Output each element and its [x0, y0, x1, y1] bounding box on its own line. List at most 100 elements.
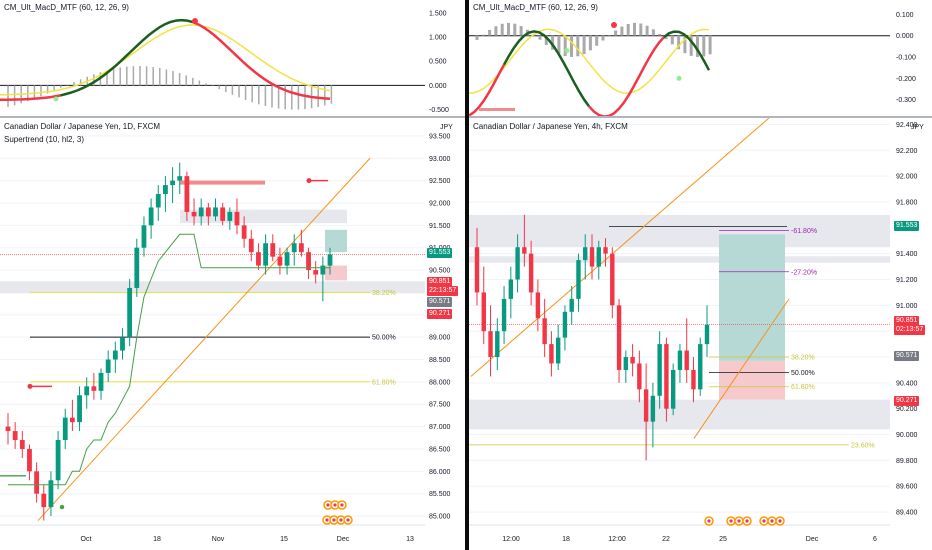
left-candle-body — [291, 243, 297, 253]
right-indicator-title[interactable]: CM_Ult_MacD_MTF (60, 12, 26, 9) — [473, 3, 598, 12]
right-zone-top — [469, 214, 890, 248]
left-time-tick: 13 — [406, 536, 414, 543]
right-candle-body — [603, 247, 608, 254]
left-target-box — [325, 229, 347, 253]
right-candle-body — [495, 331, 500, 358]
left-indicator-title[interactable]: CM_Ult_MacD_MTF (60, 12, 26, 9) — [4, 3, 129, 12]
right-chart-pane[interactable]: 0.100 0.000 -0.100 -0.200 -0.300 CM_Ult_MacD… — [469, 0, 932, 550]
right-candle-body — [576, 260, 581, 299]
right-pane-separator[interactable] — [469, 116, 932, 118]
left-macd-tick: 1.500 — [429, 10, 447, 17]
right-candle-body — [657, 344, 662, 396]
right-macd-cross-dot — [564, 48, 570, 54]
left-pane-separator[interactable] — [0, 116, 465, 118]
right-candle-body — [481, 292, 486, 332]
right-event-flag-dot — [762, 519, 766, 523]
left-macd-tick: 0.000 — [429, 83, 447, 90]
left-candle-body — [134, 247, 140, 288]
right-ind-plot-bg — [469, 0, 890, 106]
left-supertrend-label[interactable]: Supertrend (10, hl2, 3) — [4, 135, 85, 144]
left-candle-body — [141, 225, 147, 248]
right-candle-body — [670, 369, 676, 409]
left-supertrend-line — [8, 233, 330, 486]
right-event-flag-dot — [737, 519, 741, 523]
left-red-price-tag: 90.271 — [427, 309, 453, 319]
right-zone-bottom — [469, 399, 890, 430]
left-event-flag-dot — [333, 503, 337, 507]
right-price-tick: 89.400 — [896, 510, 918, 517]
left-price-tick: 91.500 — [429, 223, 451, 230]
right-fib-label: 50.00% — [791, 370, 815, 377]
right-candle-body — [528, 253, 534, 293]
right-candle-body — [522, 247, 527, 254]
left-chart-pane[interactable]: 1.500 1.000 0.500 0.000 -0.500 CM_Ult_MacD_M… — [0, 0, 465, 550]
left-candle-body — [205, 207, 211, 217]
left-candle-body — [256, 252, 261, 266]
right-candle-body — [515, 247, 520, 280]
left-event-flag-dot — [339, 518, 343, 522]
left-event-flag-dot — [325, 518, 329, 522]
right-chart-title[interactable]: Canadian Dollar / Japanese Yen, 4h, FXCM — [473, 122, 628, 131]
left-zone-top — [180, 209, 347, 224]
left-macd-tick: 1.000 — [429, 35, 447, 42]
left-time-tick: Nov — [212, 536, 225, 543]
left-candle-body — [98, 372, 104, 391]
left-candle-body — [155, 194, 161, 208]
right-fib-label: 38.20% — [791, 355, 815, 362]
right-candle-body — [664, 344, 669, 409]
right-macd-cross-dot-red — [611, 22, 617, 29]
pane-divider[interactable] — [465, 0, 469, 550]
left-price-axis-bg — [425, 118, 465, 550]
left-chart-title[interactable]: Canadian Dollar / Japanese Yen, 1D, FXCM — [4, 122, 161, 131]
right-macd-line-red — [588, 36, 665, 116]
right-time-tick: 12:00 — [502, 536, 520, 543]
left-price-tick: 93.000 — [429, 156, 451, 163]
left-candle-body — [234, 211, 240, 226]
left-candle-body — [213, 207, 218, 217]
right-price-tick: 89.600 — [896, 484, 918, 491]
left-candle-body — [112, 350, 118, 360]
left-price-tick: 92.000 — [429, 200, 451, 207]
right-event-flag-dot — [707, 519, 711, 523]
left-price-tick: 89.000 — [429, 335, 451, 342]
right-event-flag-dot — [770, 519, 774, 523]
right-candle-body — [704, 324, 710, 345]
right-price-tick: 91.200 — [896, 277, 918, 284]
right-macd-tick: 0.000 — [896, 33, 914, 40]
left-gray-price-tag: 90.571 — [427, 297, 453, 307]
right-candle-body — [596, 247, 601, 267]
right-candle-body — [643, 389, 649, 422]
right-green-price-tag: 91.553 — [894, 221, 920, 231]
left-candle-body — [163, 185, 168, 195]
right-macd-line-green — [502, 30, 591, 108]
right-price-tick: 92.400 — [896, 122, 918, 129]
left-trendline — [37, 157, 371, 521]
right-zone-thin — [469, 256, 890, 263]
left-candle-body — [170, 180, 175, 186]
left-candle-body — [270, 243, 276, 257]
right-macd-svg: 0.100 0.000 -0.100 -0.200 -0.300 — [469, 0, 916, 116]
right-candle-body — [610, 253, 615, 306]
left-time-tick: 15 — [280, 536, 288, 543]
left-candle-body — [284, 252, 290, 266]
left-candle-body — [12, 431, 18, 441]
right-price-tick: 90.000 — [896, 432, 918, 439]
right-macd-tick: -0.100 — [896, 55, 916, 62]
right-candle-body — [616, 305, 622, 370]
left-fib-618-label: 61.80% — [372, 379, 396, 386]
left-plot-bg — [0, 118, 425, 525]
right-price-tick: 92.200 — [896, 148, 918, 155]
left-price-tick: 87.500 — [429, 402, 451, 409]
left-price-chart-svg[interactable]: 93.50093.00092.50092.00091.50091.00090.5… — [0, 0, 465, 550]
right-currency-label: JPY — [911, 124, 924, 131]
left-price-tick: 85.500 — [429, 491, 451, 498]
left-candle-body — [91, 386, 97, 391]
right-price-chart-svg[interactable]: 92.40092.20092.00091.80091.60091.40091.2… — [469, 0, 932, 550]
right-event-flag-dot — [729, 519, 733, 523]
left-candle-body — [277, 256, 283, 266]
left-event-flag-dot — [326, 503, 330, 507]
right-macd-cross-dot-2 — [676, 75, 682, 81]
left-candle-body — [191, 211, 197, 217]
right-macd-tick: -0.200 — [896, 76, 916, 83]
left-fib-50-label: 50.00% — [372, 335, 396, 342]
